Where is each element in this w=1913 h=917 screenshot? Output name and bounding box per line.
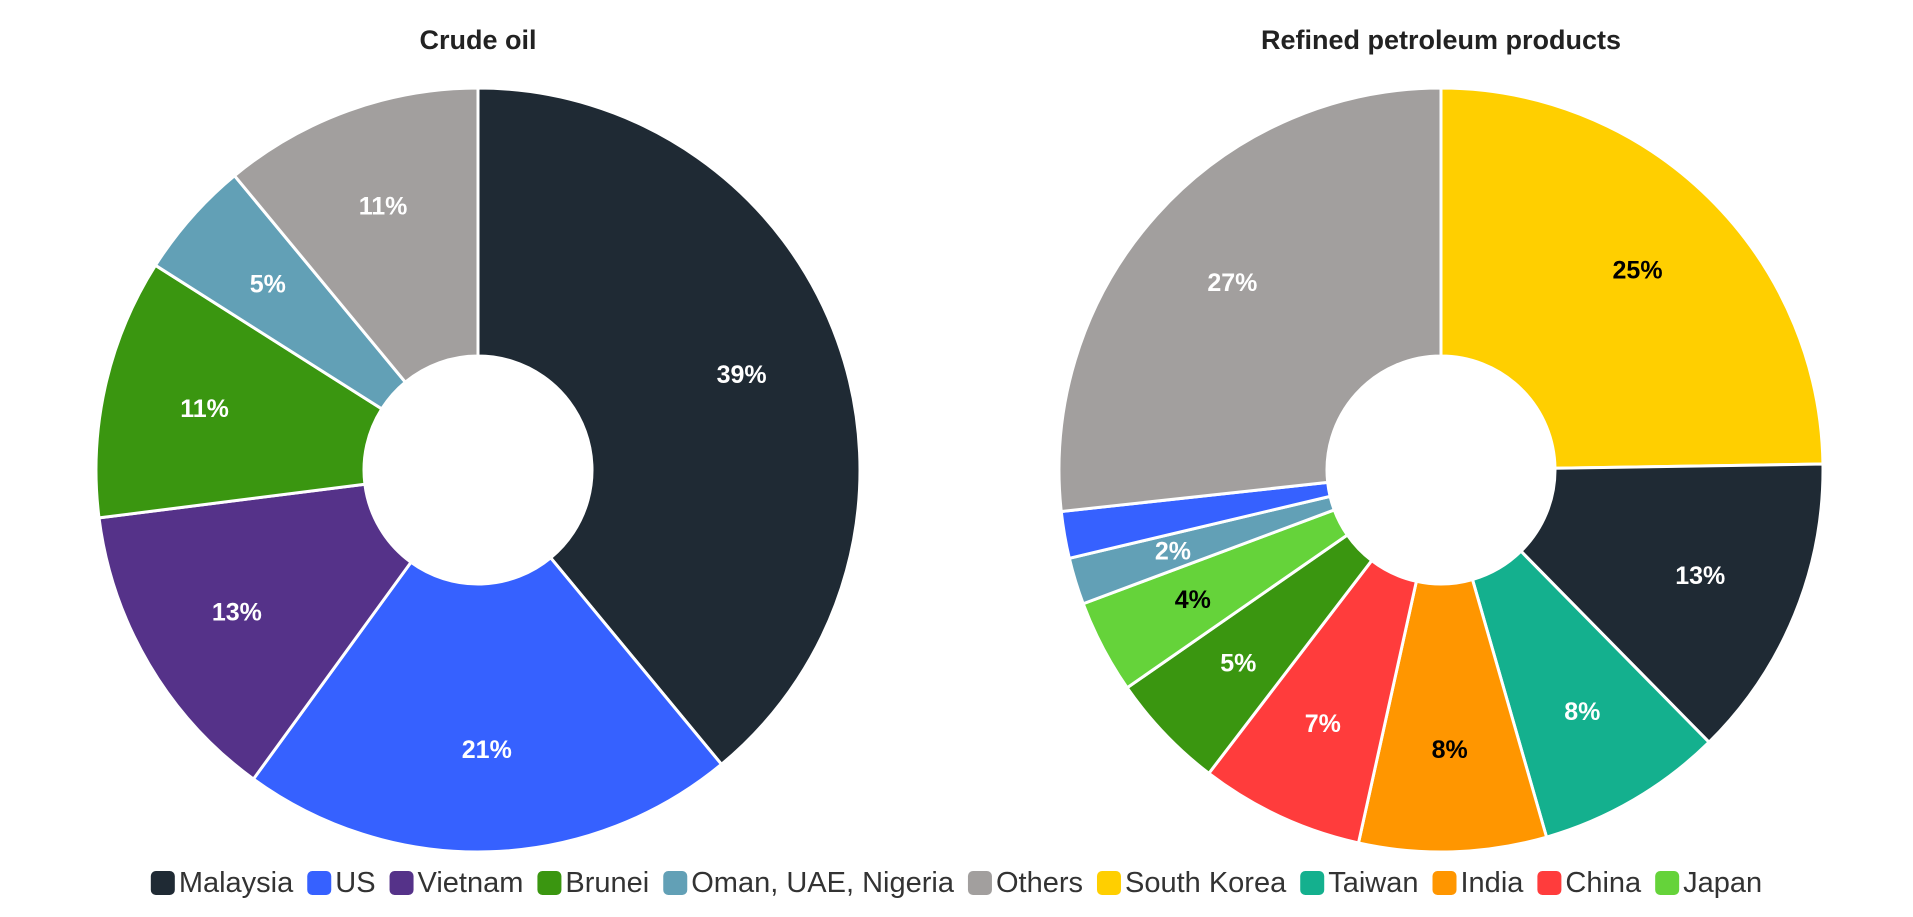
crude-oil-chart-title: Crude oil (419, 25, 536, 55)
slice-label-japan: 4% (1175, 586, 1211, 614)
legend-swatch-japan (1655, 871, 1680, 895)
slice-label-oman-uae-nigeria: 2% (1155, 538, 1191, 566)
legend-label-china: China (1565, 867, 1642, 899)
slice-taiwan (1471, 549, 1711, 839)
slice-others (1057, 86, 1443, 514)
slice-label-malaysia: 39% (717, 361, 767, 389)
legend-label-vietnam: Vietnam (418, 867, 524, 899)
crude-oil-slice-labels: 39% 21% 13% 11% 5% 11% (180, 192, 766, 764)
slice-others (233, 86, 480, 384)
legend-label-others: Others (996, 867, 1083, 899)
legend-item-oman-uae-nigeria[interactable]: Oman, UAE, Nigeria (663, 867, 955, 899)
slice-label-brunei: 11% (180, 395, 229, 423)
slice-label-taiwan: 8% (1564, 698, 1600, 726)
legend-label-oman-uae-nigeria: Oman, UAE, Nigeria (691, 867, 955, 899)
slice-malaysia (1519, 462, 1825, 744)
slice-label-brunei: 5% (1220, 649, 1256, 677)
legend-swatch-others (967, 871, 992, 895)
slice-china (1207, 559, 1418, 845)
legend-label-malaysia: Malaysia (179, 867, 294, 899)
legend-label-us: US (335, 867, 375, 899)
legend-swatch-oman-uae-nigeria (663, 871, 688, 895)
slice-label-others: 11% (359, 192, 408, 220)
refined-products-slice-labels: 25% 13% 8% 8% 7% 5% 4% 2% 27% (1155, 256, 1725, 764)
legend-item-malaysia[interactable]: Malaysia (150, 867, 294, 899)
legend-swatch-malaysia (150, 871, 175, 895)
legend-item-south-korea[interactable]: South Korea (1096, 867, 1287, 899)
legend-item-vietnam[interactable]: Vietnam (389, 867, 524, 899)
legend-item-china[interactable]: China (1537, 867, 1642, 899)
legend-item-others[interactable]: Others (967, 867, 1083, 899)
legend-item-us[interactable]: US (307, 867, 376, 899)
slice-india (1356, 578, 1549, 854)
chart-legend: Malaysia US Vietnam Brunei Oman, UAE, Nigeri… (150, 867, 1762, 899)
legend-item-brunei[interactable]: Brunei (537, 867, 649, 899)
refined-products-donut-chart: Refined petroleum products 25% 13% 8% 8% 7% 5… (1057, 25, 1825, 854)
legend-swatch-us (307, 871, 332, 895)
slice-label-south-korea: 25% (1613, 256, 1663, 284)
legend-swatch-south-korea (1096, 871, 1121, 895)
legend-item-taiwan[interactable]: Taiwan (1300, 867, 1419, 899)
slice-label-others: 27% (1207, 269, 1257, 297)
legend-swatch-brunei (537, 871, 562, 895)
slice-us (251, 556, 723, 854)
legend-item-japan[interactable]: Japan (1655, 867, 1762, 899)
slice-label-china: 7% (1305, 710, 1341, 738)
slice-label-malaysia: 13% (1675, 562, 1725, 590)
slice-label-india: 8% (1432, 736, 1468, 764)
legend-swatch-china (1537, 871, 1562, 895)
crude-oil-slices (94, 86, 862, 854)
slice-label-oman-uae-nigeria: 5% (250, 271, 286, 299)
slice-south-korea (1439, 86, 1825, 470)
slice-vietnam (97, 482, 413, 781)
legend-label-japan: Japan (1683, 867, 1762, 899)
refined-products-slices (1057, 86, 1825, 854)
legend-label-south-korea: South Korea (1125, 867, 1287, 899)
crude-oil-donut-chart: Crude oil 39% 21% 13% 11% 5% 11% (94, 25, 862, 854)
legend-swatch-taiwan (1300, 871, 1325, 895)
legend-item-india[interactable]: India (1432, 867, 1525, 899)
slice-brunei (94, 263, 384, 520)
legend-label-india: India (1461, 867, 1525, 899)
legend-swatch-india (1432, 871, 1457, 895)
slice-label-vietnam: 13% (212, 599, 262, 627)
slice-malaysia (476, 86, 862, 766)
legend-swatch-vietnam (389, 871, 414, 895)
legend-label-brunei: Brunei (565, 867, 649, 899)
slice-label-us: 21% (462, 736, 512, 764)
legend-label-taiwan: Taiwan (1328, 867, 1418, 899)
refined-products-chart-title: Refined petroleum products (1261, 25, 1621, 55)
